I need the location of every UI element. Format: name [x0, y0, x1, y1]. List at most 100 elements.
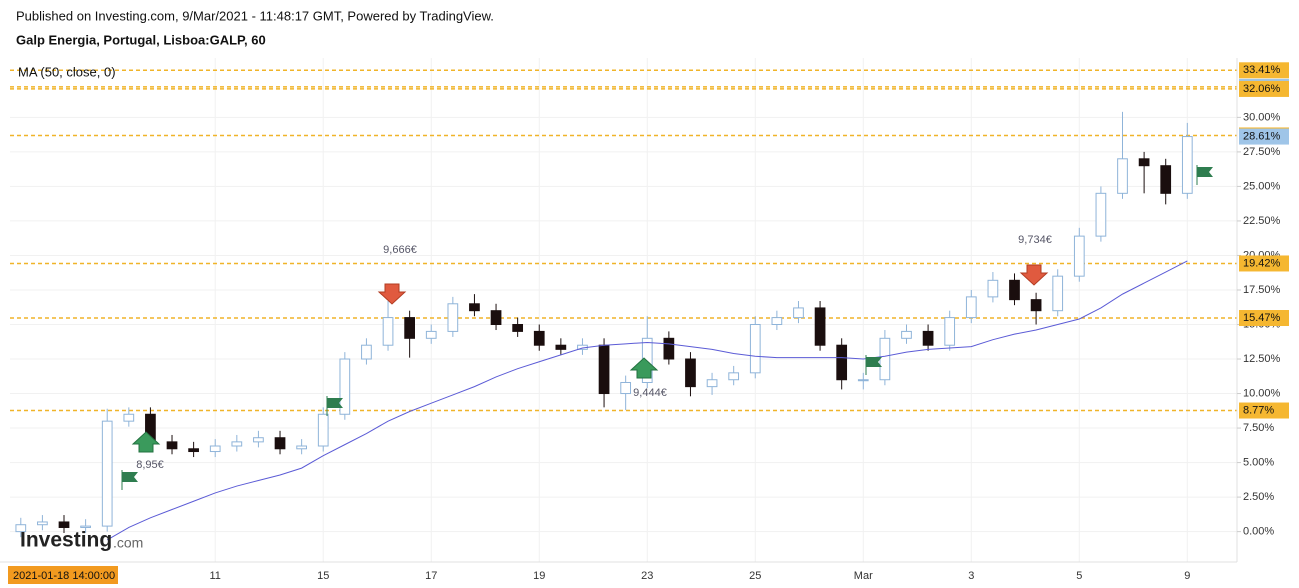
y-tick-label: 2.50% [1243, 491, 1274, 503]
logo-suffix: .com [113, 535, 143, 551]
candle-body [101, 420, 113, 527]
annotation: 9,666€ [383, 244, 417, 256]
candle-body [296, 445, 307, 450]
x-tick-label: 9 [1184, 570, 1190, 582]
sell-arrow [377, 283, 407, 305]
candle-body [814, 307, 826, 346]
annotation: 9,444€ [633, 387, 667, 399]
y-tick-label: 5.00% [1243, 456, 1274, 468]
annotation: 8,95€ [136, 459, 164, 471]
sell-arrow [1019, 264, 1049, 286]
indicator-legend: MA (50, close, 0) [18, 64, 116, 79]
level-label-box [1239, 62, 1289, 79]
candle-body [555, 344, 567, 350]
x-tick-label: 23 [641, 570, 653, 582]
candle-body [533, 330, 545, 346]
buy-arrow [131, 431, 161, 453]
candle-body [1138, 158, 1150, 167]
level-label: 32.06% [1243, 83, 1281, 95]
candle-body [274, 437, 286, 450]
x-tick-label: 19 [533, 570, 545, 582]
y-tick-label: 17.50% [1243, 284, 1281, 296]
candle-body [209, 445, 221, 453]
level-label-box [1239, 255, 1289, 272]
candle-body [620, 381, 632, 395]
candle-body [37, 521, 48, 526]
candle-body [490, 310, 502, 325]
candle-body [447, 303, 459, 332]
candle-body [901, 330, 912, 339]
last-price-label: 28.61% [1243, 130, 1281, 142]
x-tick-label: 25 [749, 570, 761, 582]
candle-body [317, 413, 329, 447]
y-tick-label: 22.50% [1243, 215, 1281, 227]
axis: 0.00%2.50%5.00%7.50%10.00%12.50%15.00%17… [210, 62, 1289, 582]
candle-body [728, 372, 740, 381]
level-label-box [1239, 310, 1289, 327]
candle-body [706, 379, 718, 388]
candle-body [1181, 136, 1193, 194]
flag [866, 357, 882, 367]
x-tick-label: Mar [854, 570, 873, 582]
start-date-box [8, 566, 118, 584]
candle-body [598, 344, 610, 395]
level-label: 15.47% [1243, 312, 1281, 324]
candle-body [15, 524, 27, 533]
grid [10, 58, 1237, 562]
candle-body [425, 330, 437, 339]
y-tick-label: 20.00% [1243, 249, 1281, 261]
candle-body [663, 337, 675, 360]
candle-body [1009, 279, 1020, 301]
candle-body [1095, 192, 1107, 237]
levels [10, 69, 1237, 412]
x-tick-label: 17 [425, 570, 437, 582]
candle-body [382, 317, 394, 346]
x-tick-label: 11 [210, 570, 221, 582]
candle-body [188, 448, 199, 453]
symbol: Galp Energia, Portugal, Lisboa:GALP, 60 [16, 32, 266, 47]
level-label: 19.42% [1243, 257, 1281, 269]
candle-body [879, 337, 891, 381]
moving-average [106, 260, 1188, 541]
start-date: 2021-01-18 14:00:00 [13, 570, 115, 582]
plot [15, 111, 1193, 541]
candle-body [339, 358, 351, 415]
x-tick-label: 5 [1076, 570, 1082, 582]
candle-body [685, 358, 696, 388]
level-label: 8.77% [1243, 404, 1274, 416]
flags [121, 165, 1213, 490]
logo-name: Investing [20, 529, 112, 552]
candle-body [922, 330, 934, 346]
candle-body [965, 296, 977, 319]
candle-body [166, 441, 178, 450]
candle-body [58, 521, 70, 528]
published: Published on Investing.com, 9/Mar/2021 -… [16, 8, 494, 23]
y-tick-label: 10.00% [1243, 387, 1281, 399]
y-tick-label: 0.00% [1243, 526, 1274, 538]
candle-body [1052, 275, 1064, 312]
candle-body [1160, 165, 1172, 194]
candle-body [857, 379, 869, 382]
candle-body [1073, 235, 1085, 277]
y-tick-label: 12.50% [1243, 353, 1281, 365]
candle-body [771, 317, 783, 325]
candle-body [1117, 158, 1128, 194]
candle-body [404, 317, 415, 339]
candle-body [836, 344, 848, 381]
last-price-box [1239, 128, 1289, 145]
level-label: 33.41% [1243, 64, 1281, 76]
level-label-box [1239, 80, 1289, 97]
buy-arrow [629, 357, 659, 379]
flag [327, 398, 343, 408]
candle-body [123, 413, 135, 422]
candle-body [253, 437, 264, 443]
candle-body [1030, 299, 1042, 312]
candle-body [80, 525, 91, 528]
flag [1197, 167, 1213, 177]
candle-body [749, 323, 761, 374]
y-tick-label: 27.50% [1243, 146, 1281, 158]
candle-body [944, 317, 956, 346]
candle-body [512, 323, 524, 332]
y-tick-label: 7.50% [1243, 422, 1274, 434]
